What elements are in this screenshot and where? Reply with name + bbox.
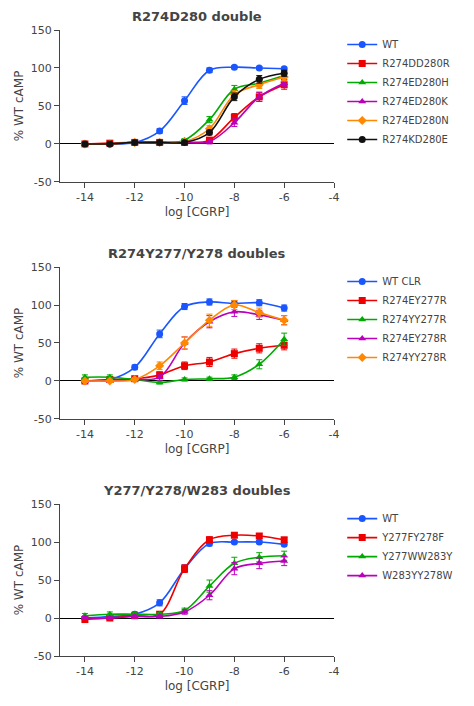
svg-text:WT: WT bbox=[382, 39, 399, 50]
svg-text:WT CLR: WT CLR bbox=[382, 276, 421, 287]
svg-text:100: 100 bbox=[31, 62, 52, 75]
svg-text:WT: WT bbox=[382, 513, 399, 524]
svg-text:log [CGRP]: log [CGRP] bbox=[165, 205, 230, 219]
svg-text:50: 50 bbox=[38, 574, 52, 587]
svg-text:-14: -14 bbox=[76, 665, 94, 678]
svg-text:-50: -50 bbox=[34, 176, 52, 189]
svg-text:R274DD280R: R274DD280R bbox=[382, 58, 450, 69]
svg-text:100: 100 bbox=[31, 536, 52, 549]
svg-text:-10: -10 bbox=[176, 428, 194, 441]
svg-text:-6: -6 bbox=[279, 665, 290, 678]
svg-text:100: 100 bbox=[31, 299, 52, 312]
svg-text:-10: -10 bbox=[176, 191, 194, 204]
svg-text:-6: -6 bbox=[279, 191, 290, 204]
svg-text:R274EY277R: R274EY277R bbox=[382, 295, 447, 306]
svg-text:-12: -12 bbox=[126, 428, 144, 441]
svg-text:Y277FY278F: Y277FY278F bbox=[381, 532, 444, 543]
svg-text:150: 150 bbox=[31, 24, 52, 37]
svg-text:R274YY278R: R274YY278R bbox=[382, 352, 446, 363]
svg-text:Y277WW283Y: Y277WW283Y bbox=[381, 551, 453, 562]
svg-text:Y277/Y278/W283 doubles: Y277/Y278/W283 doubles bbox=[103, 483, 291, 498]
svg-text:-10: -10 bbox=[176, 665, 194, 678]
svg-text:50: 50 bbox=[38, 100, 52, 113]
svg-text:0: 0 bbox=[45, 612, 52, 625]
svg-text:-4: -4 bbox=[329, 191, 340, 204]
svg-text:log [CGRP]: log [CGRP] bbox=[165, 442, 230, 456]
svg-text:% WT cAMP: % WT cAMP bbox=[12, 545, 26, 616]
svg-text:W283YY278W: W283YY278W bbox=[382, 570, 452, 581]
svg-text:-12: -12 bbox=[126, 191, 144, 204]
svg-text:150: 150 bbox=[31, 261, 52, 274]
svg-text:R274KD280E: R274KD280E bbox=[382, 134, 448, 145]
svg-text:-8: -8 bbox=[229, 665, 240, 678]
svg-text:R274ED280N: R274ED280N bbox=[382, 115, 449, 126]
svg-text:-14: -14 bbox=[76, 428, 94, 441]
svg-text:-4: -4 bbox=[329, 428, 340, 441]
svg-text:-4: -4 bbox=[329, 665, 340, 678]
svg-text:R274Y277/Y278 doubles: R274Y277/Y278 doubles bbox=[108, 246, 286, 261]
svg-text:R274YY277R: R274YY277R bbox=[382, 314, 446, 325]
svg-text:R274EY278R: R274EY278R bbox=[382, 333, 447, 344]
svg-text:R274D280 double: R274D280 double bbox=[132, 9, 262, 24]
svg-text:-50: -50 bbox=[34, 413, 52, 426]
svg-text:-8: -8 bbox=[229, 191, 240, 204]
svg-text:-6: -6 bbox=[279, 428, 290, 441]
svg-text:% WT cAMP: % WT cAMP bbox=[12, 71, 26, 142]
svg-text:0: 0 bbox=[45, 138, 52, 151]
svg-text:-12: -12 bbox=[126, 665, 144, 678]
svg-text:50: 50 bbox=[38, 337, 52, 350]
svg-text:log [CGRP]: log [CGRP] bbox=[165, 679, 230, 693]
svg-text:-14: -14 bbox=[76, 191, 94, 204]
svg-text:-8: -8 bbox=[229, 428, 240, 441]
svg-text:R274ED280K: R274ED280K bbox=[382, 96, 448, 107]
svg-text:% WT cAMP: % WT cAMP bbox=[12, 308, 26, 379]
svg-text:-50: -50 bbox=[34, 650, 52, 663]
svg-text:0: 0 bbox=[45, 375, 52, 388]
svg-text:150: 150 bbox=[31, 498, 52, 511]
svg-text:R274ED280H: R274ED280H bbox=[382, 77, 449, 88]
